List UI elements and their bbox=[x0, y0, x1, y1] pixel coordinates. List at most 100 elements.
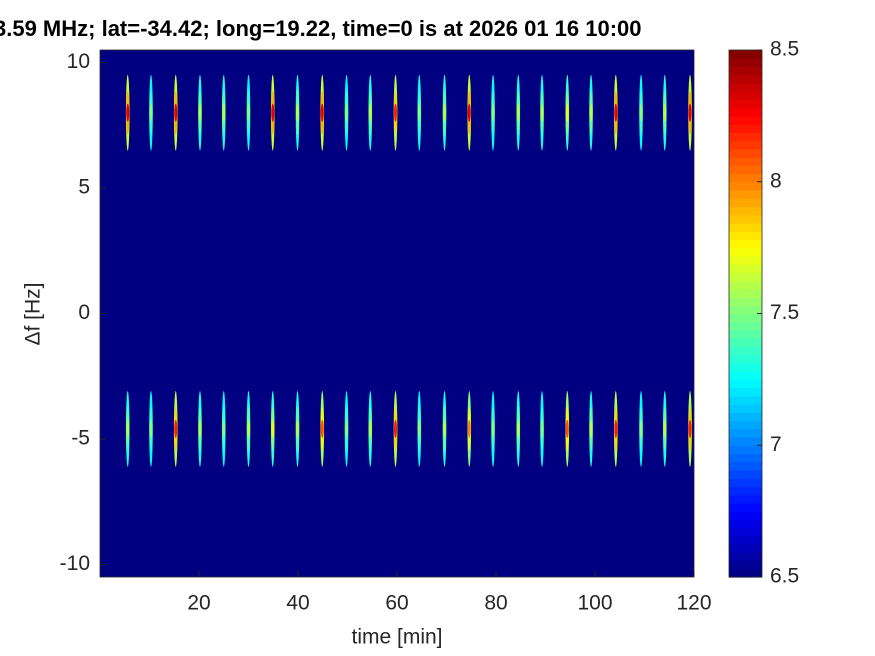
streak-peak bbox=[247, 419, 250, 438]
streak bbox=[368, 74, 373, 151]
colorbar-step bbox=[729, 379, 762, 389]
streak bbox=[221, 390, 226, 467]
streak bbox=[540, 74, 544, 151]
streak-peak bbox=[589, 103, 593, 122]
streak-peak bbox=[516, 103, 520, 122]
streak-peak bbox=[320, 419, 324, 438]
y-tick-label: 10 bbox=[67, 50, 90, 73]
streak bbox=[491, 74, 495, 151]
streak bbox=[516, 74, 521, 151]
colorbar-step bbox=[729, 214, 762, 224]
streak bbox=[125, 74, 130, 151]
streak bbox=[149, 390, 153, 467]
x-tick-label: 100 bbox=[577, 592, 612, 615]
colorbar-step bbox=[729, 371, 762, 380]
colorbar-step bbox=[729, 157, 762, 166]
streak-peak bbox=[222, 419, 226, 438]
y-tick-label: -5 bbox=[71, 427, 90, 450]
y-axis-label: Δf [Hz] bbox=[22, 282, 45, 345]
streak-peak bbox=[126, 419, 130, 438]
streak bbox=[198, 74, 202, 151]
colorbar-step bbox=[729, 288, 762, 298]
streak bbox=[639, 74, 643, 151]
streak-peak bbox=[271, 419, 275, 438]
streak-peak bbox=[126, 103, 130, 122]
colorbar-step bbox=[729, 255, 762, 265]
streak-peak bbox=[296, 103, 300, 122]
colorbar-step bbox=[729, 222, 762, 232]
colorbar-step bbox=[729, 305, 762, 315]
colorbar-step bbox=[729, 395, 762, 405]
streak-peak bbox=[149, 103, 153, 122]
streak bbox=[565, 74, 570, 151]
chart-title: 3.59 MHz; lat=-34.42; long=19.22, time=0… bbox=[0, 16, 642, 41]
streak bbox=[344, 74, 349, 151]
streak-peak bbox=[368, 103, 372, 122]
colorbar-step bbox=[729, 428, 762, 438]
colorbar-step bbox=[729, 181, 762, 191]
streak bbox=[295, 390, 300, 467]
streak-peak bbox=[663, 103, 667, 122]
streak-peak bbox=[639, 103, 643, 122]
streak-peak bbox=[589, 419, 593, 438]
colorbar-step bbox=[729, 354, 762, 364]
streak bbox=[688, 390, 692, 467]
colorbar-step bbox=[729, 148, 762, 158]
x-tick-label: 120 bbox=[676, 592, 711, 615]
streak-peak bbox=[491, 419, 495, 438]
colorbar-step bbox=[729, 519, 762, 529]
streak bbox=[540, 390, 544, 467]
colorbar-tick-label: 7 bbox=[770, 433, 782, 456]
streak bbox=[589, 390, 593, 467]
streak bbox=[491, 390, 495, 467]
streak-peak bbox=[443, 103, 447, 122]
colorbar-step bbox=[729, 58, 762, 68]
streak bbox=[467, 390, 472, 467]
colorbar-step bbox=[729, 511, 762, 520]
streak bbox=[613, 390, 618, 467]
colorbar-tick-label: 8.5 bbox=[770, 38, 799, 61]
streak bbox=[442, 390, 447, 467]
streak-peak bbox=[174, 419, 178, 438]
streak-peak bbox=[271, 103, 275, 122]
colorbar-step bbox=[729, 66, 762, 76]
colorbar-step bbox=[729, 82, 762, 92]
y-tick-label: 5 bbox=[78, 176, 90, 199]
streak bbox=[198, 390, 202, 467]
streak-peak bbox=[491, 103, 495, 122]
streak-peak bbox=[174, 103, 178, 122]
colorbar-step bbox=[729, 124, 762, 133]
colorbar-step bbox=[729, 412, 762, 422]
colorbar-step bbox=[729, 362, 762, 372]
streak bbox=[565, 390, 570, 467]
y-tick-label: 0 bbox=[78, 301, 90, 324]
streak-peak bbox=[417, 419, 421, 438]
streak bbox=[393, 74, 398, 151]
streak-peak bbox=[320, 103, 324, 122]
streak bbox=[417, 74, 422, 151]
colorbar-step bbox=[729, 387, 762, 397]
colorbar-step bbox=[729, 469, 762, 479]
streak bbox=[516, 390, 521, 467]
streak-peak bbox=[198, 103, 202, 122]
colorbar-step bbox=[729, 527, 762, 537]
streak-peak bbox=[639, 419, 643, 438]
x-axis-label: time [min] bbox=[351, 626, 442, 649]
colorbar-step bbox=[729, 189, 762, 199]
colorbar-step bbox=[729, 420, 762, 430]
streak bbox=[442, 74, 447, 151]
streak bbox=[173, 74, 178, 151]
streak-peak bbox=[417, 103, 421, 122]
colorbar-step bbox=[729, 140, 762, 150]
colorbar-step bbox=[729, 297, 762, 306]
colorbar-step bbox=[729, 165, 762, 175]
streak bbox=[149, 74, 153, 151]
colorbar-step bbox=[729, 91, 762, 101]
colorbar-step bbox=[729, 231, 762, 240]
streak-peak bbox=[368, 419, 372, 438]
streak bbox=[246, 74, 251, 151]
streak bbox=[246, 390, 251, 467]
streak bbox=[467, 74, 472, 151]
colorbar-step bbox=[729, 206, 762, 216]
